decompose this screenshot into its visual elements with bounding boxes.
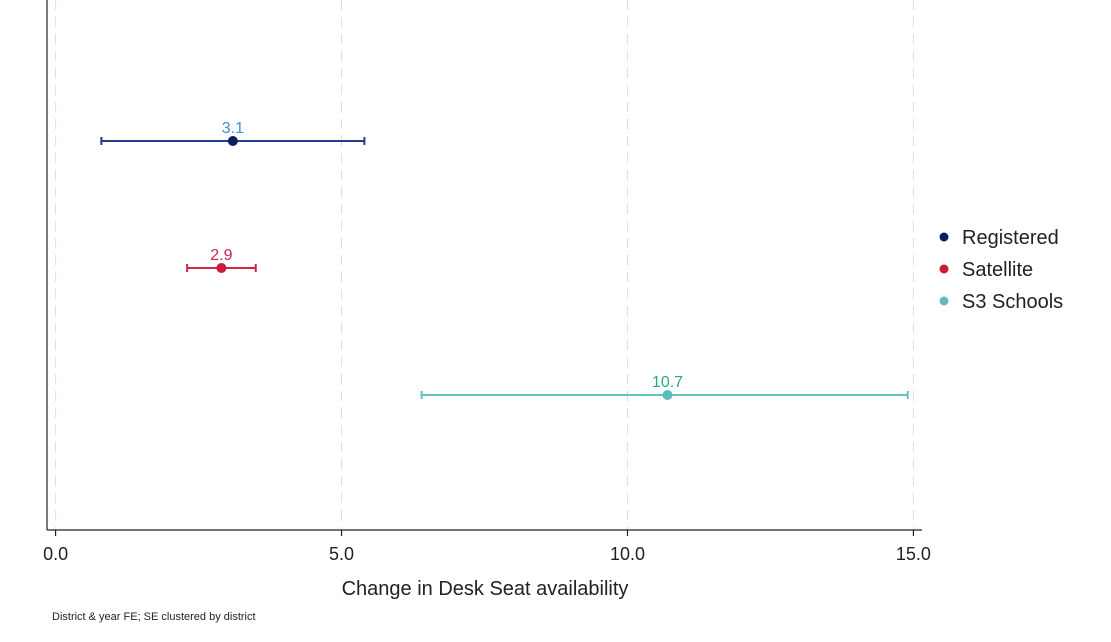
data-label-registered: 3.1 — [222, 120, 244, 137]
x-tick-label-2: 10.0 — [610, 544, 645, 564]
x-ticks: 0.0 5.0 10.0 15.0 — [43, 530, 931, 564]
x-tick-label-1: 5.0 — [329, 544, 354, 564]
point-satellite — [216, 263, 227, 273]
legend-label-registered: Registered — [962, 227, 1059, 249]
point-registered — [227, 136, 238, 146]
x-tick-label-0: 0.0 — [43, 544, 68, 564]
series-registered: 3.1 — [100, 120, 366, 146]
data-label-satellite: 2.9 — [210, 247, 232, 264]
footnote: District & year FE; SE clustered by dist… — [52, 611, 256, 623]
point-s3-schools — [662, 390, 673, 400]
legend-label-s3-schools: S3 Schools — [962, 291, 1063, 313]
grid-lines — [55, 0, 914, 530]
legend: Registered Satellite S3 Schools — [939, 227, 1063, 313]
series-group: 3.1 2.9 10.7 — [100, 120, 909, 400]
x-tick-label-3: 15.0 — [896, 544, 931, 564]
series-satellite: 2.9 — [186, 247, 257, 273]
x-axis-title: Change in Desk Seat availability — [342, 578, 629, 600]
legend-marker-registered — [939, 232, 949, 242]
data-label-s3-schools: 10.7 — [652, 374, 683, 391]
legend-label-satellite: Satellite — [962, 259, 1033, 281]
legend-marker-s3-schools — [939, 296, 949, 306]
series-s3-schools: 10.7 — [420, 374, 909, 400]
legend-marker-satellite — [939, 264, 949, 274]
